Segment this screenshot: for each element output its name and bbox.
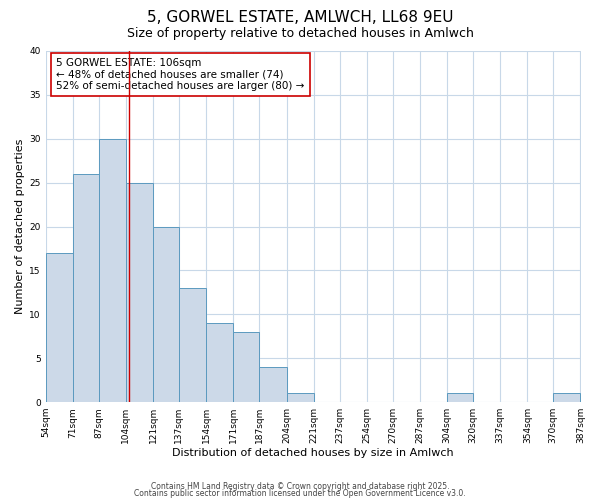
Bar (98, 139, 126, 402)
Bar (46, 253, 73, 402)
Text: Contains public sector information licensed under the Open Government Licence v3: Contains public sector information licen… (134, 490, 466, 498)
Y-axis label: Number of detached properties: Number of detached properties (15, 139, 25, 314)
Text: Contains HM Land Registry data © Crown copyright and database right 2025.: Contains HM Land Registry data © Crown c… (151, 482, 449, 491)
Bar (287, 394, 314, 402)
Text: 5, GORWEL ESTATE, AMLWCH, LL68 9EU: 5, GORWEL ESTATE, AMLWCH, LL68 9EU (147, 10, 453, 25)
Bar (233, 332, 259, 402)
Bar (179, 288, 206, 402)
Bar (73, 174, 98, 402)
Bar (259, 367, 287, 402)
Text: 5 GORWEL ESTATE: 106sqm
← 48% of detached houses are smaller (74)
52% of semi-de: 5 GORWEL ESTATE: 106sqm ← 48% of detache… (56, 58, 305, 91)
Bar (126, 182, 153, 402)
Text: Size of property relative to detached houses in Amlwch: Size of property relative to detached ho… (127, 28, 473, 40)
Bar (553, 394, 580, 402)
Bar (447, 394, 473, 402)
Bar (153, 226, 179, 402)
X-axis label: Distribution of detached houses by size in Amlwch: Distribution of detached houses by size … (172, 448, 454, 458)
Bar (206, 323, 233, 402)
